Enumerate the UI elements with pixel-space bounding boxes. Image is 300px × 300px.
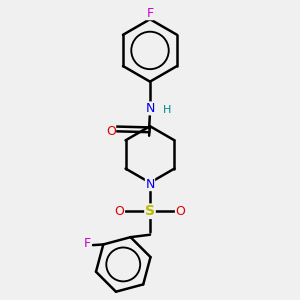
Text: F: F: [146, 7, 154, 20]
Text: N: N: [145, 178, 155, 191]
Text: O: O: [106, 125, 116, 138]
Text: H: H: [163, 105, 171, 115]
Text: S: S: [145, 204, 155, 218]
Text: F: F: [84, 237, 91, 250]
Text: O: O: [176, 205, 185, 218]
Text: O: O: [115, 205, 124, 218]
Text: N: N: [145, 102, 155, 115]
